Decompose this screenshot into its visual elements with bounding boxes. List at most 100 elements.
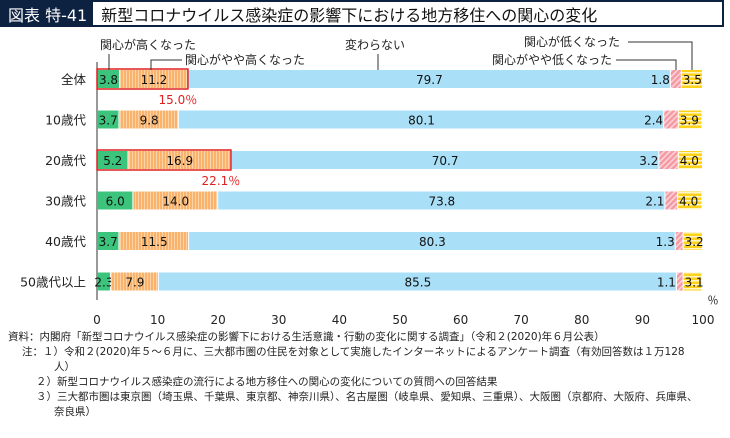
data-label: 11.2 (141, 73, 168, 87)
x-tick-label: 40 (332, 313, 347, 327)
note-3-cont: 奈良県） (54, 406, 96, 418)
legend-leader (616, 59, 677, 70)
figure-title: 新型コロナウイルス感染症の影響下における地方移住への関心の変化 (101, 5, 598, 25)
bar-segment (97, 70, 120, 88)
x-tick-label: 0 (93, 313, 101, 327)
bar-segment (218, 191, 665, 210)
data-label: 3.2 (639, 154, 658, 168)
data-label: 80.3 (419, 235, 446, 249)
category-label: 全体 (61, 72, 87, 87)
bar-segment (670, 70, 681, 88)
source-note: 資料：内閣府「新型コロナウイルス感染症の影響下における生活意識・行動の変化に関す… (8, 331, 605, 343)
x-tick-label: 10 (150, 313, 165, 327)
stacked-bar-chart: 0 10 20 30 40 50 60 70 80 90 100 ％ 全体 3.8 11.2 79.7 1.8 3… (20, 34, 719, 327)
highlight-label: 15.0％ (159, 93, 198, 107)
category-label: 10歳代 (45, 113, 86, 128)
bar-segment (120, 70, 187, 88)
x-tick-label: 70 (514, 313, 529, 327)
data-label: 3.1 (685, 276, 704, 290)
legend-label: 関心が高くなった (100, 37, 196, 52)
data-label: 1.3 (656, 235, 675, 249)
data-label: 16.9 (166, 154, 193, 168)
note-1: 注：１）令和２(2020)年５〜６月に、三大都市圏の住民を対象として実施したイン… (22, 346, 685, 358)
x-tick-label: 90 (635, 313, 650, 327)
x-unit-label: ％ (708, 294, 719, 307)
legend-label: 関心がやや低くなった (492, 52, 612, 67)
bar-segment (678, 191, 702, 210)
title-bar: 図表 特-41 新型コロナウイルス感染症の影響下における地方移住への関心の変化 (0, 0, 724, 27)
bar-segment (128, 151, 230, 169)
legend-label: 変わらない (345, 37, 405, 52)
bar-segment (187, 70, 670, 88)
legend-leader (628, 41, 693, 70)
note-2: ２）新型コロナウイルス感染症の流行による地方移住への関心の変化についての質問への… (36, 376, 498, 388)
data-label: 4.0 (679, 195, 698, 209)
highlight-label: 22.1％ (202, 174, 241, 188)
data-label: 7.9 (125, 276, 144, 290)
x-tick-label: 30 (271, 313, 286, 327)
bar-segment (678, 151, 702, 169)
bar-segment (97, 151, 128, 169)
data-label: 11.5 (141, 235, 168, 249)
data-label: 3.7 (99, 235, 118, 249)
data-label: 2.4 (644, 114, 663, 128)
data-label: 73.8 (428, 195, 455, 209)
note-3: ３）三大都市圏は東京圏（埼玉県、千葉県、東京都、神奈川県）、名古屋圏（岐阜県、愛… (36, 391, 698, 403)
bar-segment (158, 272, 676, 291)
data-label: 70.7 (432, 154, 459, 168)
x-tick-label: 80 (574, 313, 589, 327)
bar-segment (664, 110, 678, 129)
bar-segment (133, 191, 218, 210)
bar-segment (119, 232, 189, 250)
bar-segment (97, 272, 110, 291)
data-label: 3.7 (99, 114, 118, 128)
bar-segment (97, 110, 119, 129)
x-tick-label: 60 (453, 313, 468, 327)
bar-segment (665, 191, 678, 210)
category-label: 50歳代以上 (20, 275, 86, 290)
x-tick-label: 20 (211, 313, 226, 327)
x-tick-label: 50 (392, 313, 407, 327)
bar-segment (683, 232, 702, 250)
data-label: 3.8 (99, 73, 118, 87)
data-label: 14.0 (162, 195, 189, 209)
bar-segment (110, 272, 158, 291)
bar-segment (681, 70, 702, 88)
x-tick-label: 100 (692, 313, 715, 327)
data-label: 3.5 (683, 73, 702, 87)
data-label: 1.8 (651, 73, 670, 87)
data-label: 3.9 (680, 114, 699, 128)
bar-segment (230, 151, 659, 169)
notes: 資料：内閣府「新型コロナウイルス感染症の影響下における生活意識・行動の変化に関す… (0, 330, 698, 420)
legend-label: 関心がやや高くなった (185, 52, 305, 67)
category-label: 30歳代 (45, 194, 86, 209)
data-label: 3.2 (685, 235, 704, 249)
legend-leader (150, 59, 182, 70)
bar-segment (678, 110, 702, 129)
data-label: 1.1 (657, 276, 676, 290)
data-label: 2.1 (645, 195, 664, 209)
data-label: 6.0 (106, 195, 125, 209)
bar-segment (119, 110, 178, 129)
bar-segment (683, 272, 702, 291)
highlight-box (96, 68, 189, 90)
category-label: 40歳代 (45, 234, 86, 249)
data-label: 5.2 (103, 154, 122, 168)
bar-segment (675, 232, 683, 250)
bar-segment (189, 232, 675, 250)
data-label: 2.3 (94, 276, 113, 290)
data-label: 85.5 (405, 276, 432, 290)
data-label: 4.0 (680, 154, 699, 168)
data-label: 79.7 (416, 73, 443, 87)
legend-label: 関心が低くなった (524, 34, 620, 49)
figure-tag: 図表 特-41 (2, 2, 94, 25)
bar-segment (178, 110, 664, 129)
bar-segment (659, 151, 678, 169)
data-label: 80.1 (408, 114, 435, 128)
bar-segment (97, 191, 133, 210)
category-label: 20歳代 (45, 153, 86, 168)
note-1-cont: 人） (54, 361, 75, 373)
bar-segment (676, 272, 683, 291)
highlight-box (96, 149, 232, 171)
